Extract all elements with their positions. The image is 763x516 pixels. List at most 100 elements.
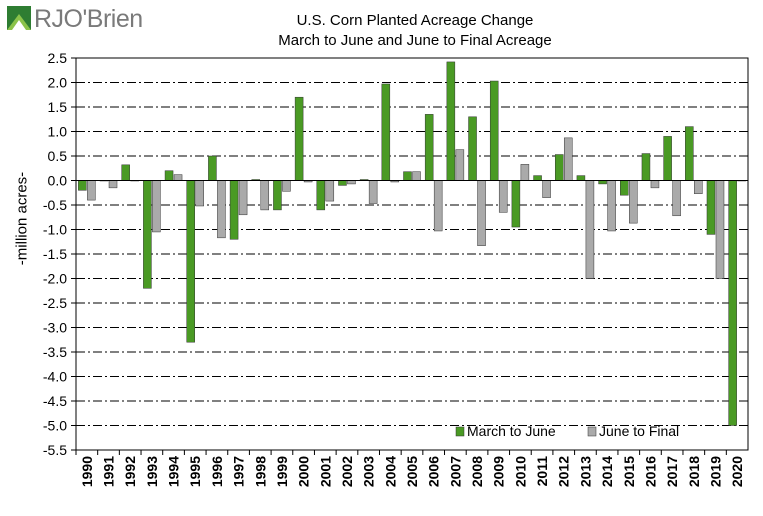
x-tick-label-2012: 2012 [556,456,572,487]
logo-mark-center [12,20,26,30]
bar-march-to-june-1990 [78,180,87,191]
x-tick-label-1993: 1993 [144,456,160,487]
x-tick-label-2014: 2014 [599,456,615,487]
bar-march-to-june-2006 [424,114,434,181]
bar-june-to-final-1998 [260,180,270,211]
y-tick-label: 1.5 [48,99,68,115]
y-tick-label: -0.5 [43,197,67,213]
x-tick-label-2011: 2011 [534,456,550,487]
bar-june-to-final-2007 [455,149,465,181]
y-tick-label: 1.0 [48,124,68,140]
bar-march-to-june-2000 [294,96,304,181]
bar-march-to-june-2020 [728,180,737,426]
y-tick-label: -1.5 [43,246,67,262]
bar-march-to-june-2012 [554,154,564,181]
y-tick-label: -3.5 [43,344,67,360]
logo-text: RJO'Brien [34,5,143,33]
bar-june-to-final-1995 [195,180,204,207]
bar-march-to-june-2017 [663,136,672,181]
x-tick-label-2013: 2013 [577,456,593,487]
bar-june-to-final-1994 [173,174,183,181]
bar-june-to-final-2003 [368,180,378,204]
bar-june-to-final-2001 [325,180,335,202]
bar-june-to-final-1996 [217,180,226,239]
bar-march-to-june-2016 [641,153,651,181]
bar-march-to-june-1994 [164,170,174,181]
x-tick-label-2001: 2001 [317,456,333,487]
x-tick-label-2017: 2017 [664,456,680,487]
bar-june-to-final-2009 [498,180,508,213]
bar-june-to-final-2002 [347,180,356,185]
legend-label-march-to-june: March to June [467,423,556,439]
y-tick-label: 0.0 [48,173,68,189]
bar-june-to-final-2018 [694,180,703,194]
y-tick-label: -4.5 [43,393,67,409]
y-tick-label: -4.0 [43,369,67,385]
y-tick-labels: 2.5 2.0 1.5 1.0 0.5 0.0 -0.5 -1.0 -1.5 -2.0 -2.5 -3… [43,50,67,458]
x-tick-label-2006: 2006 [426,456,442,487]
x-tick-label-2002: 2002 [339,456,355,487]
bar-march-to-june-1992 [121,164,130,181]
bar-june-to-final-1990 [87,180,96,201]
bar-march-to-june-2013 [576,175,586,181]
bar-march-to-june-2010 [511,180,521,228]
x-tick-label-2020: 2020 [729,456,745,487]
x-tick-label-2010: 2010 [512,456,528,487]
bar-june-to-final-2017 [672,180,681,217]
x-tick-label-1996: 1996 [209,456,225,487]
bar-march-to-june-2009 [489,80,499,181]
bar-june-to-final-2019 [715,180,725,279]
bar-march-to-june-2001 [316,180,326,211]
bar-june-to-final-2016 [650,180,660,189]
bar-june-to-final-2013 [585,180,595,279]
y-tick-label: -2.0 [43,271,67,287]
x-tick-label-2015: 2015 [621,456,637,487]
chart-title-block: U.S. Corn Planted Acreage Change March t… [150,11,680,51]
bar-june-to-final-1991 [108,180,118,189]
axes [71,57,749,455]
x-tick-label-2000: 2000 [296,456,312,487]
x-tick-label-2009: 2009 [491,456,507,487]
bar-june-to-final-2011 [542,180,551,198]
bar-march-to-june-2011 [533,175,542,181]
x-tick-label-2016: 2016 [642,456,658,487]
rjobrien-logo [7,6,31,30]
bar-june-to-final-2008 [477,180,486,246]
bar-june-to-final-2006 [433,180,443,232]
gridlines [76,82,748,426]
x-tick-label-2003: 2003 [361,456,377,487]
legend-swatch-march-to-june [455,426,465,437]
x-tick-label-1999: 1999 [274,456,290,487]
bar-march-to-june-2002 [338,180,347,186]
chart-subtitle: March to June and June to Final Acreage [278,32,552,49]
bar-june-to-final-2014 [607,180,616,232]
x-tick-label-2007: 2007 [447,456,463,487]
bar-march-to-june-1997 [229,180,239,240]
bar-june-to-final-2005 [412,171,421,181]
bar-march-to-june-1993 [143,180,152,289]
bar-march-to-june-2004 [381,83,391,181]
x-tick-label-1992: 1992 [122,456,138,487]
bar-march-to-june-1995 [186,180,195,343]
x-tick-label-2018: 2018 [686,456,702,487]
x-tick-label-2004: 2004 [382,456,398,487]
x-tick-label-1995: 1995 [187,456,203,487]
x-tick-labels: 1990 1991 1992 1993 1994 1995 1996 1997 1998 1999… [79,456,745,487]
x-tick-label-2005: 2005 [404,456,420,487]
bar-june-to-final-2015 [629,180,638,224]
bar-march-to-june-2014 [598,180,607,185]
y-tick-label: -2.5 [43,295,67,311]
bar-march-to-june-2005 [403,171,412,181]
bar-march-to-june-1999 [273,180,282,211]
legend: March to June June to Final [455,423,679,439]
bar-march-to-june-2019 [706,180,716,235]
y-tick-label: 0.5 [48,148,68,164]
bar-march-to-june-2018 [685,126,694,181]
x-tick-label-1990: 1990 [79,456,95,487]
y-tick-label: -1.0 [43,222,67,238]
bar-march-to-june-2008 [468,116,477,181]
x-tick-label-1991: 1991 [101,456,117,487]
bar-june-to-final-1997 [238,180,248,216]
x-tick-label-1994: 1994 [166,456,182,487]
bars [78,61,746,426]
